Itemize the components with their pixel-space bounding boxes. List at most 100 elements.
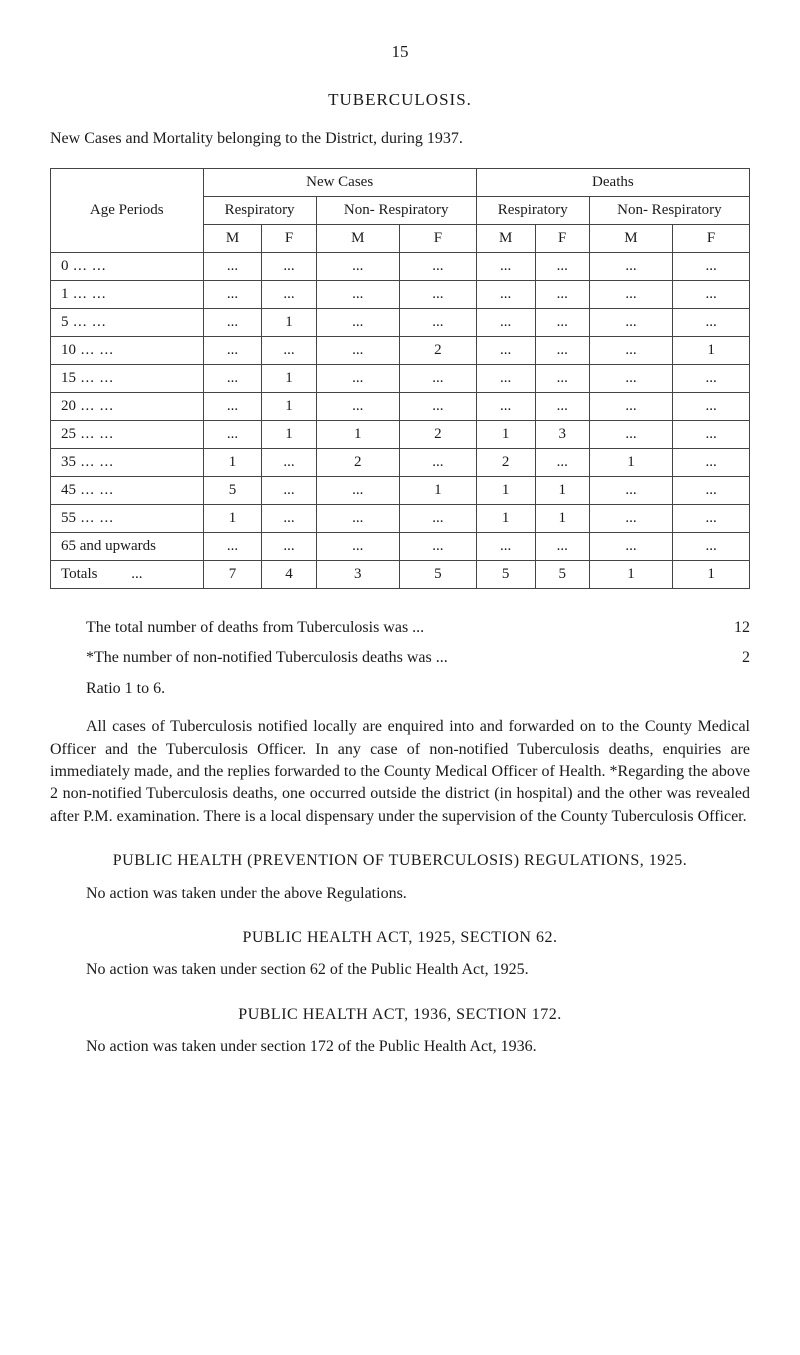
table-row: 551.........11...... (51, 504, 750, 532)
data-cell: ... (203, 392, 262, 420)
data-cell: ... (316, 336, 399, 364)
table-row: 0........................ (51, 252, 750, 280)
data-cell: ... (316, 364, 399, 392)
data-cell: ... (673, 532, 750, 560)
data-cell: ... (589, 532, 672, 560)
data-cell: 1 (203, 504, 262, 532)
age-cell: 65 and upwards (51, 532, 204, 560)
data-cell: ... (399, 364, 476, 392)
data-cell: ... (476, 280, 535, 308)
document-subtitle: New Cases and Mortality belonging to the… (50, 128, 750, 150)
data-cell: 2 (399, 420, 476, 448)
data-cell: ... (316, 308, 399, 336)
age-cell: 25 (51, 420, 204, 448)
stat-nonnotified-value: 2 (706, 647, 750, 669)
data-cell: ... (399, 532, 476, 560)
data-cell: 1 (316, 420, 399, 448)
age-cell: 20 (51, 392, 204, 420)
total-cell: 7 (203, 560, 262, 588)
data-cell: 1 (262, 364, 316, 392)
data-cell: 3 (535, 420, 589, 448)
sub-resp: Respiratory (476, 196, 589, 224)
ratio: Ratio 1 to 6. (50, 678, 750, 700)
stat-total: The total number of deaths from Tubercul… (50, 617, 750, 639)
data-cell: ... (262, 336, 316, 364)
data-cell: ... (535, 392, 589, 420)
data-cell: 5 (203, 476, 262, 504)
section-body-2: No action was taken under section 62 of … (50, 959, 750, 981)
data-cell: ... (203, 532, 262, 560)
age-cell: 45 (51, 476, 204, 504)
data-cell: ... (262, 504, 316, 532)
data-cell: ... (476, 336, 535, 364)
col-f: F (262, 224, 316, 252)
data-cell: ... (589, 364, 672, 392)
data-cell: ... (673, 476, 750, 504)
table-row: 455......111...... (51, 476, 750, 504)
data-cell: ... (399, 308, 476, 336)
table-row: 351...2...2...1... (51, 448, 750, 476)
data-cell: ... (589, 308, 672, 336)
data-cell: ... (673, 448, 750, 476)
data-cell: ... (203, 308, 262, 336)
data-cell: ... (203, 364, 262, 392)
data-cell: ... (589, 420, 672, 448)
table-row: 65 and upwards........................ (51, 532, 750, 560)
table-row: 5...1.................. (51, 308, 750, 336)
data-cell: ... (535, 252, 589, 280)
page-number: 15 (50, 40, 750, 64)
data-cell: 1 (589, 448, 672, 476)
data-cell: ... (476, 392, 535, 420)
paragraph-main: All cases of Tuberculosis notified local… (50, 716, 750, 828)
stat-nonnotified: *The number of non-notified Tuberculosis… (50, 647, 750, 669)
data-cell: ... (316, 532, 399, 560)
sub-nonresp: Non- Respiratory (589, 196, 749, 224)
data-cell: ... (673, 280, 750, 308)
age-cell: 1 (51, 280, 204, 308)
data-cell: ... (589, 392, 672, 420)
data-cell: ... (673, 392, 750, 420)
data-cell: ... (203, 420, 262, 448)
data-cell: ... (399, 392, 476, 420)
data-cell: 1 (476, 504, 535, 532)
data-cell: ... (673, 420, 750, 448)
data-cell: 1 (262, 420, 316, 448)
data-cell: ... (316, 252, 399, 280)
data-cell: 1 (262, 392, 316, 420)
data-cell: ... (589, 252, 672, 280)
data-cell: ... (399, 448, 476, 476)
data-cell: 1 (535, 504, 589, 532)
total-cell: 5 (399, 560, 476, 588)
age-cell: 15 (51, 364, 204, 392)
data-cell: ... (589, 476, 672, 504)
data-cell: ... (673, 504, 750, 532)
totals-label: Totals ... (51, 560, 204, 588)
data-cell: 1 (476, 476, 535, 504)
table-row: 20...1.................. (51, 392, 750, 420)
data-cell: ... (535, 336, 589, 364)
age-cell: 0 (51, 252, 204, 280)
age-cell: 35 (51, 448, 204, 476)
data-cell: ... (476, 364, 535, 392)
col-m: M (203, 224, 262, 252)
data-cell: ... (476, 308, 535, 336)
data-cell: 1 (673, 336, 750, 364)
total-cell: 4 (262, 560, 316, 588)
data-cell: ... (399, 504, 476, 532)
section-body-3: No action was taken under section 172 of… (50, 1036, 750, 1058)
data-cell: ... (476, 252, 535, 280)
table-row: 10.........2.........1 (51, 336, 750, 364)
data-cell: ... (316, 476, 399, 504)
col-m: M (589, 224, 672, 252)
data-cell: ... (535, 364, 589, 392)
col-m: M (316, 224, 399, 252)
section-head-3: PUBLIC HEALTH ACT, 1936, SECTION 172. (50, 1004, 750, 1026)
data-cell: ... (316, 504, 399, 532)
data-cell: ... (262, 448, 316, 476)
data-cell: ... (535, 280, 589, 308)
data-cell: 1 (399, 476, 476, 504)
data-cell: ... (589, 504, 672, 532)
sub-nonresp: Non- Respiratory (316, 196, 476, 224)
data-cell: ... (535, 308, 589, 336)
age-cell: 55 (51, 504, 204, 532)
